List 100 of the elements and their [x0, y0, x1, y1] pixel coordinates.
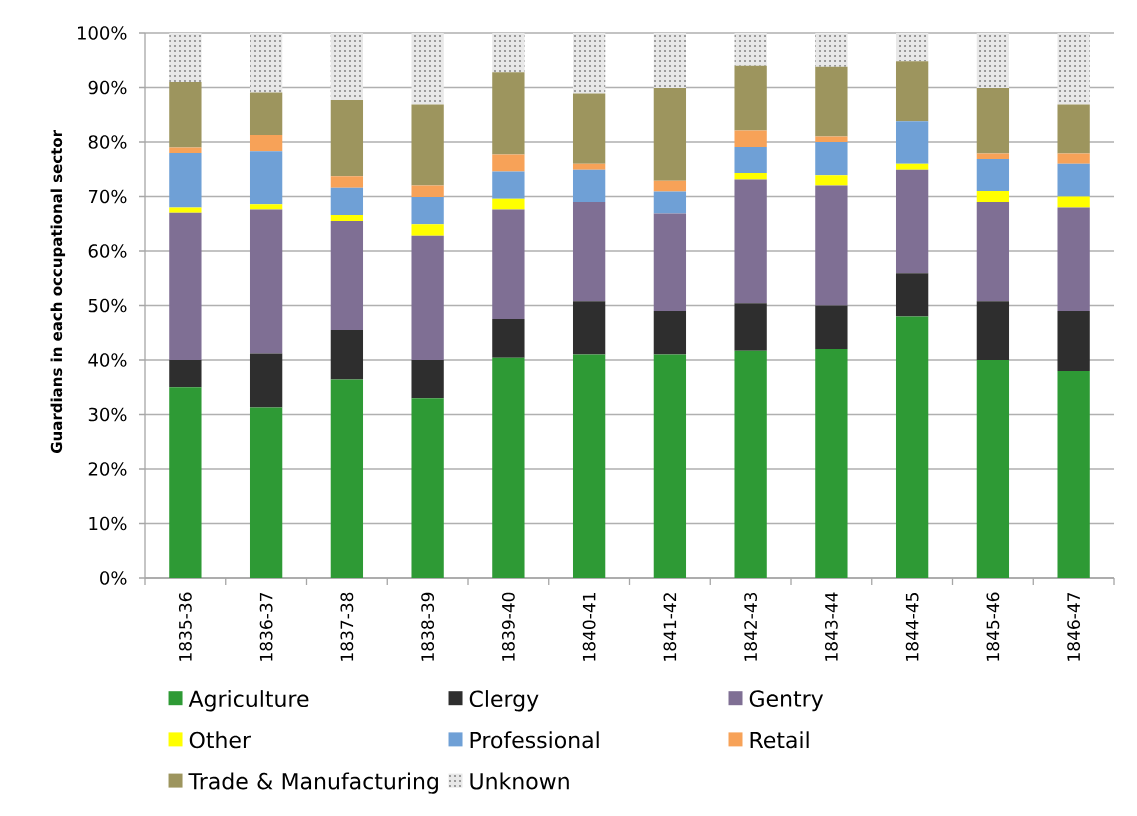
bar [330, 221, 364, 331]
legend-label: Unknown [470, 772, 569, 790]
legend-label: Trade & Manufacturing [188, 772, 438, 794]
bar [815, 349, 848, 578]
y-tick-label: 30% [88, 407, 127, 422]
x-tick-label: 1844-45 [905, 593, 919, 661]
bar [411, 32, 444, 105]
y-tick-label: 70% [88, 189, 127, 204]
bar [976, 301, 1010, 360]
bar [330, 187, 364, 216]
bar [895, 163, 929, 170]
bar [411, 235, 444, 360]
bar [169, 212, 202, 360]
bar [1057, 207, 1090, 311]
bar [815, 136, 848, 142]
bar [653, 354, 687, 578]
bar [330, 32, 364, 101]
bar [976, 158, 1010, 192]
bar [1057, 163, 1090, 197]
bar [169, 360, 202, 388]
bar [815, 175, 848, 186]
x-tick-label: 1840-41 [582, 593, 596, 661]
y-tick-label: 60% [88, 244, 127, 258]
bar [411, 398, 444, 578]
bar [653, 180, 687, 192]
bar [169, 152, 202, 208]
legend-label: Other [189, 731, 251, 749]
x-tick-label: 1843-44 [824, 592, 838, 661]
bar [734, 173, 767, 180]
y-tick-label: 50% [88, 298, 127, 313]
bar [249, 134, 283, 152]
bar [411, 185, 444, 198]
bar [734, 65, 767, 131]
bar [734, 303, 767, 351]
legend-label: Clergy [469, 690, 539, 712]
bar [492, 154, 525, 172]
x-tick-label: 1839-40 [501, 592, 515, 661]
bar [815, 185, 848, 306]
bar [653, 310, 687, 355]
x-tick-label: 1842-43 [744, 592, 758, 661]
bar [895, 273, 929, 317]
bar [492, 72, 525, 155]
bar [734, 146, 767, 174]
bar [572, 354, 606, 578]
legend-label: Retail [750, 731, 809, 749]
bar [411, 360, 444, 399]
bar [572, 163, 606, 170]
bar [976, 191, 1010, 202]
bar [976, 153, 1010, 159]
bar [815, 305, 848, 350]
bar [492, 32, 525, 73]
bar [653, 191, 687, 214]
bar [734, 130, 767, 147]
bar [815, 141, 848, 176]
bar [895, 32, 929, 62]
bar [249, 151, 283, 205]
x-tick-label: 1841-42 [663, 593, 677, 661]
bar [895, 169, 929, 274]
x-tick-label: 1845-46 [986, 592, 1000, 661]
bar [330, 215, 364, 222]
x-tick-label: 1835-36 [178, 592, 192, 661]
legend-label: Gentry [749, 690, 824, 712]
bar [169, 147, 202, 153]
bar [1057, 32, 1090, 105]
bar [249, 92, 283, 135]
bar [1057, 196, 1090, 208]
bar [976, 88, 1010, 154]
y-tick-label: 20% [88, 462, 127, 476]
bar [653, 88, 687, 181]
bar [572, 93, 606, 164]
y-tick-label: 90% [88, 80, 127, 95]
y-tick-label: 10% [89, 516, 127, 531]
bar [492, 198, 525, 210]
x-tick-label: 1838-39 [421, 592, 435, 661]
y-tick-label: 80% [88, 135, 127, 149]
bar [492, 319, 525, 358]
bar [249, 407, 283, 578]
bar [815, 32, 848, 67]
bar [411, 104, 444, 186]
bar [653, 213, 687, 311]
bar [169, 207, 202, 213]
bar [411, 224, 444, 236]
bar [1057, 153, 1090, 164]
bar [572, 32, 606, 94]
bar [330, 379, 364, 578]
legend-label: Professional [470, 731, 599, 749]
y-tick-label: 100% [78, 26, 127, 40]
bar [411, 197, 444, 225]
x-tick-label: 1836-37 [259, 592, 273, 661]
legend-label: Agriculture [188, 690, 309, 712]
bar [1057, 310, 1090, 371]
bar [734, 32, 767, 66]
bar [249, 204, 283, 210]
bar [492, 357, 525, 578]
bar [1057, 104, 1090, 154]
bar [976, 360, 1010, 578]
bar [330, 330, 364, 380]
bar [169, 82, 202, 148]
bar [330, 100, 364, 177]
bar [976, 201, 1010, 302]
